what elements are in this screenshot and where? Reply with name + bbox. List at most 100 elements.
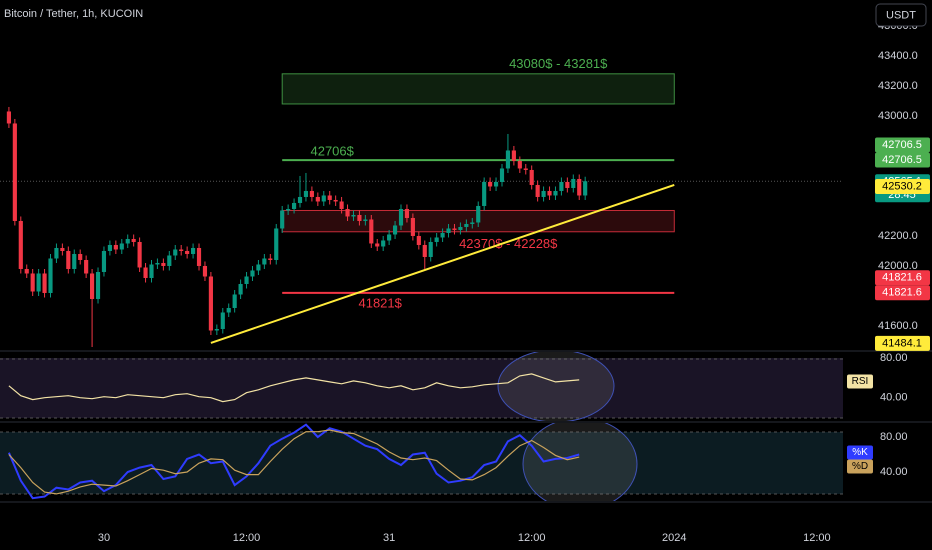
series-tag-label: %D [852,461,868,472]
y-tick-label: 43400.0 [878,50,918,62]
series-tag [847,459,873,474]
candle-body [488,181,493,187]
candle-body [297,196,303,203]
x-tick-label: 12:00 [233,532,261,544]
candle-body [363,219,368,221]
candle-body [190,247,196,254]
zone-label: 42370$ - 42228$ [459,236,558,251]
candle-body [577,178,582,196]
candle-body [173,249,178,256]
y-tick-label: 80.00 [880,431,908,443]
rsi-pane [8,352,615,421]
y-tick-label: 43200.0 [878,80,918,92]
candle-body [309,190,314,197]
candle-body [493,181,499,187]
price-badge-label: 42530.2 [882,180,922,192]
candle-body [196,247,202,266]
price-badge-label: 41821.6 [882,272,922,284]
candle-body [48,258,53,293]
candle-body [404,208,410,218]
indicator-line [8,429,580,495]
price-badge-label: 42706.5 [882,154,922,166]
candle-body [553,190,558,196]
candle-body [66,250,71,269]
candle-body [559,181,564,191]
price-badge [875,178,930,194]
candle-body [280,210,285,229]
price-badge-label: 42706.5 [882,139,922,151]
candle-body [60,247,65,251]
series-tag-label: %K [852,447,868,458]
candle-body [345,208,350,217]
series-tag [847,445,873,460]
candle-body [95,271,101,299]
candle-body [333,199,338,202]
candle-body [72,253,77,269]
candle-body [440,232,445,238]
indicator-line [7,423,580,500]
price-badge-label: 41484.1 [882,337,922,349]
candle-body [547,190,552,196]
highlight-circle [522,423,638,501]
y-tick-label: 43000.0 [878,110,918,122]
candle-body [238,283,243,295]
candle-body [107,244,112,251]
candle-body [398,208,404,226]
candle-body [571,178,576,188]
candle-body [422,244,427,257]
y-tick-label: 80.00 [880,352,908,364]
candle-body [24,268,29,274]
candle-body [125,238,130,244]
candle-body [458,226,463,230]
y-tick-label: 42000.0 [878,260,918,272]
chart-title: Bitcoin / Tether, 1h, KUCOIN [4,8,143,20]
candle-body [131,238,136,242]
candle-body [476,205,481,223]
candle-body [6,111,11,124]
candle-body [428,241,433,257]
candle-body [54,247,59,259]
stoch-pane [7,423,638,501]
currency-button[interactable] [875,3,927,27]
candle-body [202,265,208,277]
candle-body [101,250,107,272]
candle-body [268,258,273,260]
main-pane: 43080$ - 43281$ 42370$ - 42228$ 42706$ 4182… [0,56,843,347]
x-tick-label: 2024 [662,532,686,544]
candle-body [250,270,255,277]
candle-body [482,181,487,206]
candle-body [286,208,291,211]
price-badge [875,285,930,301]
series-tag-label: RSI [852,376,869,387]
candle-body [517,160,522,169]
candle-body [84,259,89,274]
candle-body [392,225,398,235]
series-tag [847,374,873,389]
candle-body [78,253,83,260]
candle-body [161,262,166,266]
candle-body [511,150,516,161]
candle-body [214,328,219,331]
candle-body [583,181,588,196]
candle-body [541,190,546,197]
candle-body [143,267,148,278]
candle-body [375,243,380,247]
currency-label: USDT [886,9,916,21]
candle-body [505,150,511,169]
candle-body [256,264,261,271]
candle-body [410,217,415,236]
y-tick-label: 41600.0 [878,320,918,332]
x-tick-label: 31 [383,532,395,544]
x-tick-label: 12:00 [518,532,546,544]
candle-body [12,123,17,221]
highlight-circle [497,352,615,421]
candle-body [434,237,439,242]
candle-body [535,184,540,197]
candle-body [452,228,457,230]
level-label: 41821$ [358,295,402,310]
candle-body [315,196,320,202]
candle-body [369,219,374,244]
candle-body [220,312,225,329]
candle-body [90,273,95,299]
candle-body [155,262,160,265]
